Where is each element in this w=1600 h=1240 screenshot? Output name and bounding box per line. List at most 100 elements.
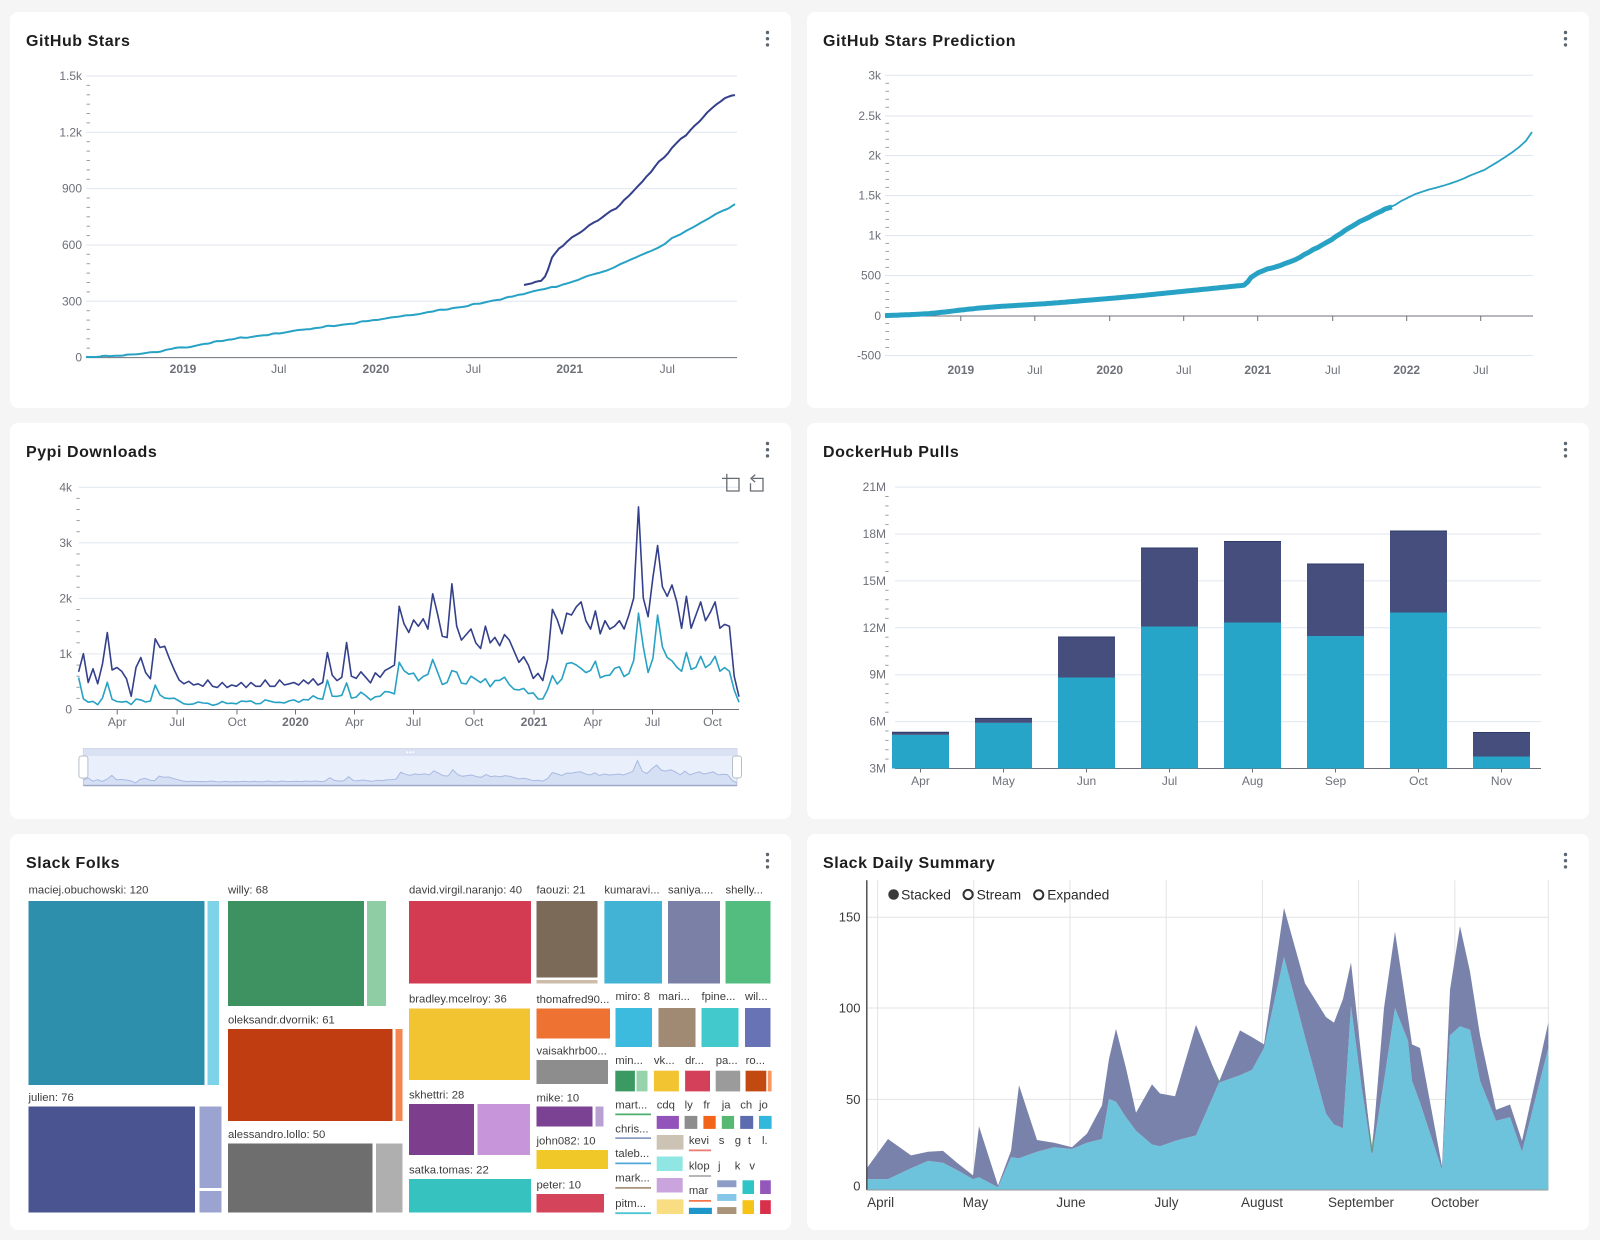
svg-text:Oct: Oct (228, 715, 247, 729)
svg-text:2021: 2021 (521, 715, 548, 729)
svg-text:klop: klop (689, 1161, 710, 1173)
svg-text:kevi: kevi (689, 1135, 709, 1147)
svg-text:t: t (748, 1135, 752, 1147)
svg-text:vaisakhrb00...: vaisakhrb00... (537, 1046, 607, 1058)
svg-text:600: 600 (62, 238, 82, 252)
svg-text:taleb...: taleb... (615, 1148, 649, 1160)
svg-text:15M: 15M (863, 574, 886, 588)
svg-text:900: 900 (62, 182, 82, 196)
svg-text:maciej.obuchowski: 120: maciej.obuchowski: 120 (29, 885, 149, 897)
svg-text:4k: 4k (59, 480, 73, 494)
svg-text:2021: 2021 (1244, 363, 1271, 377)
svg-text:Stream: Stream (977, 888, 1021, 903)
svg-text:2020: 2020 (1096, 363, 1123, 377)
svg-text:chris...: chris... (615, 1124, 648, 1136)
svg-text:9M: 9M (869, 668, 886, 682)
svg-text:-500: -500 (857, 349, 881, 363)
svg-text:Aug: Aug (1242, 774, 1263, 788)
svg-text:fr: fr (703, 1100, 710, 1112)
svg-text:July: July (1154, 1195, 1178, 1210)
svg-text:0: 0 (853, 1179, 860, 1194)
svg-text:October: October (1431, 1195, 1480, 1210)
svg-text:Jul: Jul (645, 715, 660, 729)
svg-text:ja: ja (721, 1100, 732, 1112)
svg-text:ch: ch (740, 1100, 752, 1112)
svg-text:2k: 2k (59, 591, 73, 605)
svg-text:v: v (749, 1161, 755, 1173)
svg-text:Jul: Jul (1162, 774, 1177, 788)
svg-text:Jul: Jul (466, 362, 481, 376)
svg-text:satka.tomas: 22: satka.tomas: 22 (409, 1165, 489, 1177)
svg-text:August: August (1241, 1195, 1283, 1210)
svg-text:ly: ly (685, 1100, 694, 1112)
svg-text:miro: 8: miro: 8 (616, 991, 651, 1003)
svg-text:1k: 1k (868, 229, 882, 243)
svg-text:0: 0 (874, 309, 881, 323)
svg-text:mari...: mari... (659, 991, 690, 1003)
svg-text:3k: 3k (59, 536, 73, 550)
svg-text:1.2k: 1.2k (59, 125, 83, 139)
svg-text:mark...: mark... (615, 1173, 650, 1185)
svg-text:alessandro.lollo: 50: alessandro.lollo: 50 (228, 1129, 325, 1141)
svg-text:May: May (963, 1195, 989, 1210)
svg-text:kumaravi...: kumaravi... (604, 885, 659, 897)
svg-text:May: May (992, 774, 1015, 788)
svg-text:Jul: Jul (1325, 363, 1340, 377)
svg-text:pitm...: pitm... (615, 1198, 646, 1210)
svg-text:2021: 2021 (556, 362, 583, 376)
svg-text:12M: 12M (863, 621, 886, 635)
svg-text:dr...: dr... (685, 1055, 704, 1067)
svg-text:Jun: Jun (1077, 774, 1096, 788)
svg-text:jo: jo (758, 1100, 768, 1112)
svg-text:j: j (717, 1161, 721, 1173)
svg-text:fpine...: fpine... (702, 991, 736, 1003)
svg-text:18M: 18M (863, 527, 886, 541)
svg-text:Expanded: Expanded (1047, 888, 1109, 903)
svg-text:2k: 2k (868, 149, 882, 163)
svg-text:willy: 68: willy: 68 (227, 885, 268, 897)
svg-text:100: 100 (839, 1001, 861, 1016)
svg-text:julien: 76: julien: 76 (28, 1092, 74, 1104)
svg-text:mar: mar (689, 1185, 709, 1197)
svg-text:3M: 3M (869, 762, 886, 776)
svg-text:Apr: Apr (108, 715, 127, 729)
svg-text:l.: l. (762, 1135, 768, 1147)
svg-text:Apr: Apr (911, 774, 930, 788)
svg-text:oleksandr.dvornik: 61: oleksandr.dvornik: 61 (228, 1015, 335, 1027)
svg-text:September: September (1328, 1195, 1395, 1210)
svg-text:2020: 2020 (282, 715, 309, 729)
svg-text:Jul: Jul (169, 715, 184, 729)
svg-text:2022: 2022 (1393, 363, 1420, 377)
svg-text:faouzi: 21: faouzi: 21 (537, 885, 586, 897)
svg-text:Apr: Apr (345, 715, 364, 729)
svg-text:john082: 10: john082: 10 (536, 1136, 596, 1148)
svg-text:Nov: Nov (1491, 774, 1512, 788)
svg-text:pa...: pa... (716, 1055, 738, 1067)
svg-text:peter: 10: peter: 10 (537, 1180, 582, 1192)
svg-text:wil...: wil... (744, 991, 768, 1003)
svg-text:Jul: Jul (271, 362, 286, 376)
svg-text:Jul: Jul (1473, 363, 1488, 377)
svg-text:Oct: Oct (703, 715, 722, 729)
svg-text:Jul: Jul (1176, 363, 1191, 377)
svg-text:21M: 21M (863, 480, 886, 494)
svg-text:1k: 1k (59, 647, 73, 661)
svg-text:Sep: Sep (1325, 774, 1347, 788)
svg-text:2019: 2019 (947, 363, 974, 377)
svg-text:Jul: Jul (1027, 363, 1042, 377)
svg-text:1.5k: 1.5k (59, 69, 83, 83)
svg-text:0: 0 (75, 351, 82, 365)
svg-text:skhettri: 28: skhettri: 28 (409, 1090, 464, 1102)
svg-text:2019: 2019 (170, 362, 197, 376)
svg-text:g: g (735, 1135, 741, 1147)
svg-text:2020: 2020 (363, 362, 390, 376)
svg-text:Jul: Jul (406, 715, 421, 729)
svg-text:Apr: Apr (584, 715, 603, 729)
svg-text:k: k (735, 1161, 741, 1173)
svg-text:Jul: Jul (660, 362, 675, 376)
svg-text:mart...: mart... (615, 1100, 647, 1112)
svg-text:shelly...: shelly... (726, 885, 763, 897)
svg-text:vk...: vk... (654, 1055, 675, 1067)
svg-text:s: s (719, 1135, 725, 1147)
svg-text:Stacked: Stacked (901, 888, 951, 903)
